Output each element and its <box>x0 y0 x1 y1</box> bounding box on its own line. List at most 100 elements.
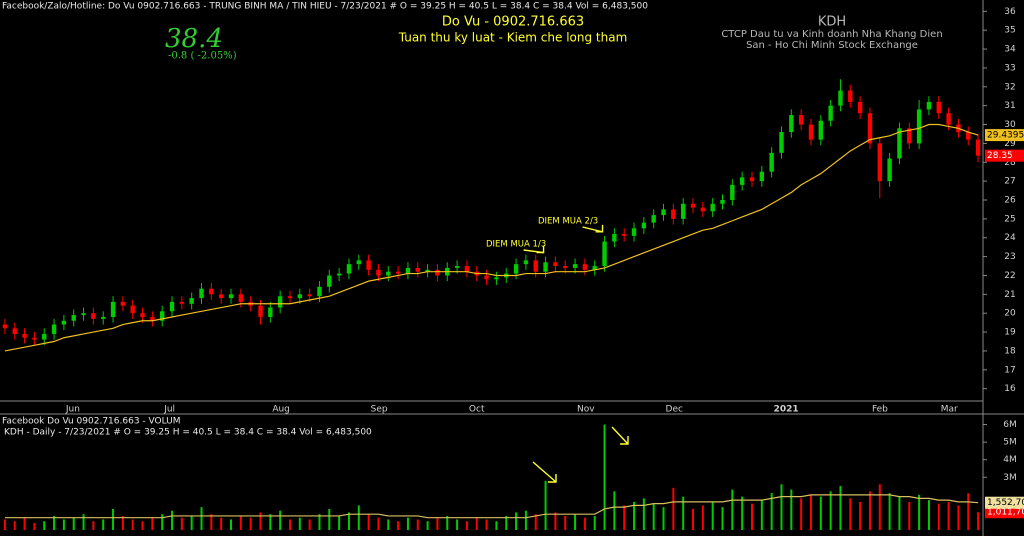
y-tick-label: 17 <box>1004 365 1015 375</box>
volume-bar <box>131 519 134 530</box>
volume-bar <box>760 500 763 530</box>
candle-body <box>700 207 706 212</box>
volume-bar <box>652 503 655 530</box>
volume-bar <box>230 519 233 530</box>
ma-last-label: 29.4395 <box>987 131 1024 141</box>
volume-bar <box>23 517 26 530</box>
candle-body <box>661 209 666 216</box>
volume-bar <box>190 515 193 530</box>
volume-bar <box>33 522 36 530</box>
volume-bar <box>82 514 85 530</box>
volume-bar <box>633 501 636 530</box>
volume-bar <box>593 515 596 530</box>
candle-body <box>317 286 322 297</box>
candle-body <box>651 215 656 223</box>
candle-body <box>946 113 951 125</box>
volume-bar <box>859 501 862 530</box>
candle-body <box>553 262 558 267</box>
y-tick-label: 36 <box>1004 7 1016 17</box>
volume-bar <box>809 494 812 530</box>
volume-bar <box>849 498 852 530</box>
y-tick-label: 27 <box>1004 177 1015 187</box>
volume-bar <box>318 514 321 530</box>
y-tick-label: 32 <box>1004 82 1015 92</box>
candle-body <box>936 101 941 114</box>
volume-bar <box>3 519 6 530</box>
candle-body <box>533 260 538 272</box>
candle-body <box>199 288 204 299</box>
volume-bar <box>357 505 360 530</box>
candle-body <box>61 320 67 325</box>
candle-body <box>759 171 765 182</box>
volume-bar <box>338 515 341 530</box>
candle-body <box>101 316 106 319</box>
candle-body <box>297 294 303 299</box>
volume-bar <box>672 487 675 530</box>
candle-body <box>386 271 391 276</box>
volume-bar <box>180 517 183 530</box>
candle-body <box>376 269 381 276</box>
candle-body <box>867 113 873 144</box>
volume-bar <box>829 491 832 530</box>
candle-body <box>415 267 420 272</box>
volume-bar <box>62 519 65 530</box>
y-tick-label: 20 <box>1004 309 1016 319</box>
volume-bar <box>298 517 301 530</box>
volume-bars <box>3 424 980 530</box>
volume-bar <box>839 486 842 530</box>
arrow <box>532 461 557 483</box>
candle-body <box>572 264 578 268</box>
volume-bar <box>72 517 75 530</box>
volume-bar <box>121 515 124 530</box>
volume-bar <box>436 517 439 530</box>
candle-body <box>22 333 27 338</box>
candle-body <box>307 294 312 297</box>
price-change: -0.8 ( -2.05%) <box>168 51 237 62</box>
volume-arrows <box>532 426 629 483</box>
volume-bar <box>141 521 144 530</box>
candle-body <box>395 271 401 274</box>
candle-body <box>71 315 76 321</box>
author: Do Vu - 0902.716.663 <box>442 15 584 30</box>
candle-body <box>720 200 725 204</box>
y-tick-label: 34 <box>1004 45 1016 55</box>
close-last-label-box <box>985 149 1024 162</box>
candle-body <box>779 132 784 153</box>
volume-bar <box>957 505 960 530</box>
volume-bar <box>495 521 498 530</box>
volume-bar <box>918 494 921 530</box>
volume-bar <box>819 496 822 530</box>
volume-bar <box>603 424 606 530</box>
candle-body <box>130 305 135 314</box>
candle-body <box>926 101 932 110</box>
ma-last-label-box <box>985 129 1024 142</box>
x-tick-label: Sep <box>371 405 388 415</box>
annotation: DIEM MUA 2/3 <box>538 217 598 227</box>
volume-ma-last-label-box <box>985 496 1024 509</box>
candle-body <box>690 203 696 208</box>
candle-body <box>907 128 912 144</box>
y-tick-label: 22 <box>1004 271 1015 281</box>
candle-body <box>563 266 568 268</box>
volume-bar <box>13 521 16 530</box>
volume-bar <box>485 519 488 530</box>
volume-bar <box>790 489 793 530</box>
volume-bar <box>161 514 164 530</box>
x-tick-label: Oct <box>469 405 485 415</box>
y-tick-label: 35 <box>1004 26 1015 36</box>
candle-body <box>808 124 814 140</box>
candle-body <box>405 267 411 274</box>
candle-body <box>277 296 283 308</box>
candle-body <box>51 324 57 334</box>
volume-bar <box>613 491 616 530</box>
volume-bar <box>259 512 262 530</box>
volume-bar <box>642 498 645 530</box>
candle-body <box>32 337 37 340</box>
candle-body <box>789 115 794 133</box>
candle-body <box>140 313 145 317</box>
candle-body <box>513 264 519 274</box>
volume-bar <box>534 514 537 530</box>
volume-bar <box>701 505 704 530</box>
volume-bar <box>574 514 577 530</box>
